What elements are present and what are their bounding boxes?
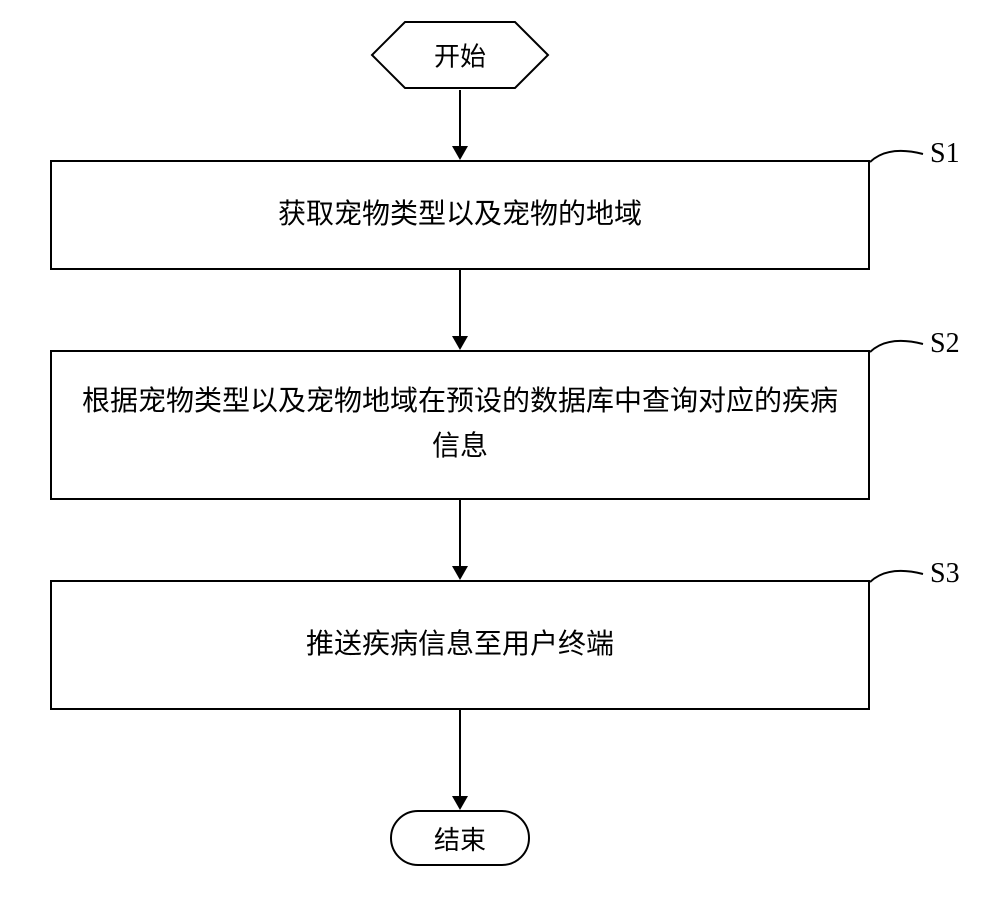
step-label-s1: S1 xyxy=(930,138,960,170)
arrow-line xyxy=(459,710,461,796)
process-step-s2: 根据宠物类型以及宠物地域在预设的数据库中查询对应的疾病信息 xyxy=(50,350,870,500)
leader-line-icon xyxy=(868,560,938,590)
process-step-s1: 获取宠物类型以及宠物的地域 xyxy=(50,160,870,270)
process-step-s3: 推送疾病信息至用户终端 xyxy=(50,580,870,710)
arrow-head-icon xyxy=(452,566,468,580)
start-node: 开始 xyxy=(370,20,550,90)
end-node: 结束 xyxy=(390,810,530,866)
arrow-head-icon xyxy=(452,146,468,160)
leader-line-icon xyxy=(868,330,938,360)
leader-line-icon xyxy=(868,140,938,170)
end-label: 结束 xyxy=(434,820,486,857)
start-label: 开始 xyxy=(370,37,550,74)
arrow-line xyxy=(459,500,461,566)
arrow-head-icon xyxy=(452,336,468,350)
step-text: 根据宠物类型以及宠物地域在预设的数据库中查询对应的疾病信息 xyxy=(82,380,838,470)
step-label-s2: S2 xyxy=(930,328,960,360)
arrow-line xyxy=(459,90,461,146)
arrow-head-icon xyxy=(452,796,468,810)
arrow-line xyxy=(459,270,461,336)
step-label-s3: S3 xyxy=(930,558,960,590)
step-text: 推送疾病信息至用户终端 xyxy=(306,623,614,668)
step-text: 获取宠物类型以及宠物的地域 xyxy=(278,193,642,238)
